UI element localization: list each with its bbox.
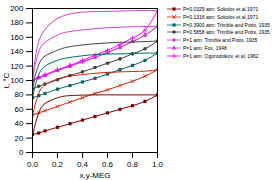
html-text:P=1 atm: Fox, 1948: P=1 atm: Fox, 1948 xyxy=(183,44,227,51)
svg-text:0.0: 0.0 xyxy=(27,160,39,169)
svg-text:0: 0 xyxy=(19,148,24,157)
svg-text:160: 160 xyxy=(10,33,24,42)
html-text:P=0.0329 atm: Sokolov et al,19: P=0.0329 atm: Sokolov et al,1971 xyxy=(183,6,259,12)
svg-text:20: 20 xyxy=(15,134,24,143)
svg-text:40: 40 xyxy=(15,119,24,128)
svg-text:200: 200 xyxy=(10,4,24,13)
svg-text:x,y-MEG: x,y-MEG xyxy=(79,171,110,180)
svg-text:120: 120 xyxy=(10,62,24,71)
html-text:P=1 atm: Trimble and Potts, 19: P=1 atm: Trimble and Potts, 1935 xyxy=(183,37,258,43)
svg-text:0.4: 0.4 xyxy=(77,160,89,169)
svg-text:0.2: 0.2 xyxy=(52,160,64,169)
svg-text:180: 180 xyxy=(10,18,24,27)
svg-text:140: 140 xyxy=(10,47,24,56)
html-text:P=0.5858 atm: Trimble and Pott: P=0.5858 atm: Trimble and Potts, 1935 xyxy=(183,29,270,36)
svg-text:0.8: 0.8 xyxy=(127,160,139,169)
svg-text:100: 100 xyxy=(10,76,24,85)
svg-text:1.0: 1.0 xyxy=(152,160,164,169)
svg-text:80: 80 xyxy=(15,90,24,99)
svg-text:0.6: 0.6 xyxy=(102,160,114,169)
svg-text:60: 60 xyxy=(15,105,24,114)
html-text:P=0.1316 atm: Sokolov et al,19: P=0.1316 atm: Sokolov et al,1971 xyxy=(183,13,259,20)
html-text:P=0.3900 atm: Trimble and Pott: P=0.3900 atm: Trimble and Potts, 1935 xyxy=(183,21,270,28)
svg-text:t, °C: t, °C xyxy=(2,72,11,88)
html-text:P=1 atm: Ogorodnikov, et al, 1: P=1 atm: Ogorodnikov, et al, 1962 xyxy=(183,52,259,59)
